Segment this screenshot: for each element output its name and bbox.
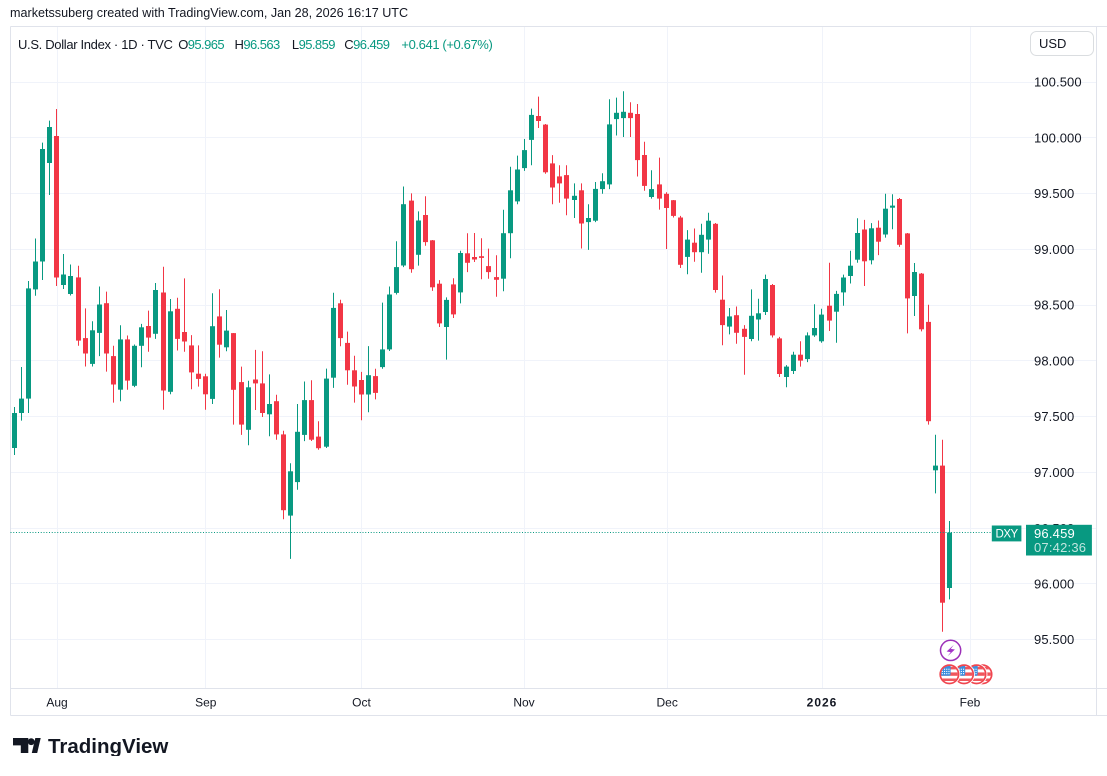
svg-text:98.000: 98.000: [1034, 354, 1074, 369]
svg-text:96.459: 96.459: [1034, 526, 1075, 541]
svg-text:95.500: 95.500: [1034, 632, 1074, 647]
svg-text:07:42:36: 07:42:36: [1034, 540, 1086, 555]
svg-text:97.500: 97.500: [1034, 409, 1074, 424]
svg-text:2026: 2026: [807, 696, 838, 710]
svg-text:96.000: 96.000: [1034, 577, 1074, 592]
svg-text:100.000: 100.000: [1034, 130, 1082, 145]
svg-text:100.500: 100.500: [1034, 75, 1082, 90]
svg-text:Oct: Oct: [352, 696, 371, 710]
svg-text:97.000: 97.000: [1034, 465, 1074, 480]
svg-text:Dec: Dec: [657, 696, 678, 710]
svg-text:Feb: Feb: [960, 696, 981, 710]
svg-text:DXY: DXY: [996, 529, 1019, 541]
svg-text:Aug: Aug: [46, 696, 67, 710]
svg-text:98.500: 98.500: [1034, 298, 1074, 313]
svg-text:Nov: Nov: [513, 696, 534, 710]
svg-text:Sep: Sep: [195, 696, 217, 710]
svg-text:TradingView: TradingView: [48, 738, 168, 756]
svg-text:99.000: 99.000: [1034, 242, 1074, 257]
svg-text:99.500: 99.500: [1034, 186, 1074, 201]
